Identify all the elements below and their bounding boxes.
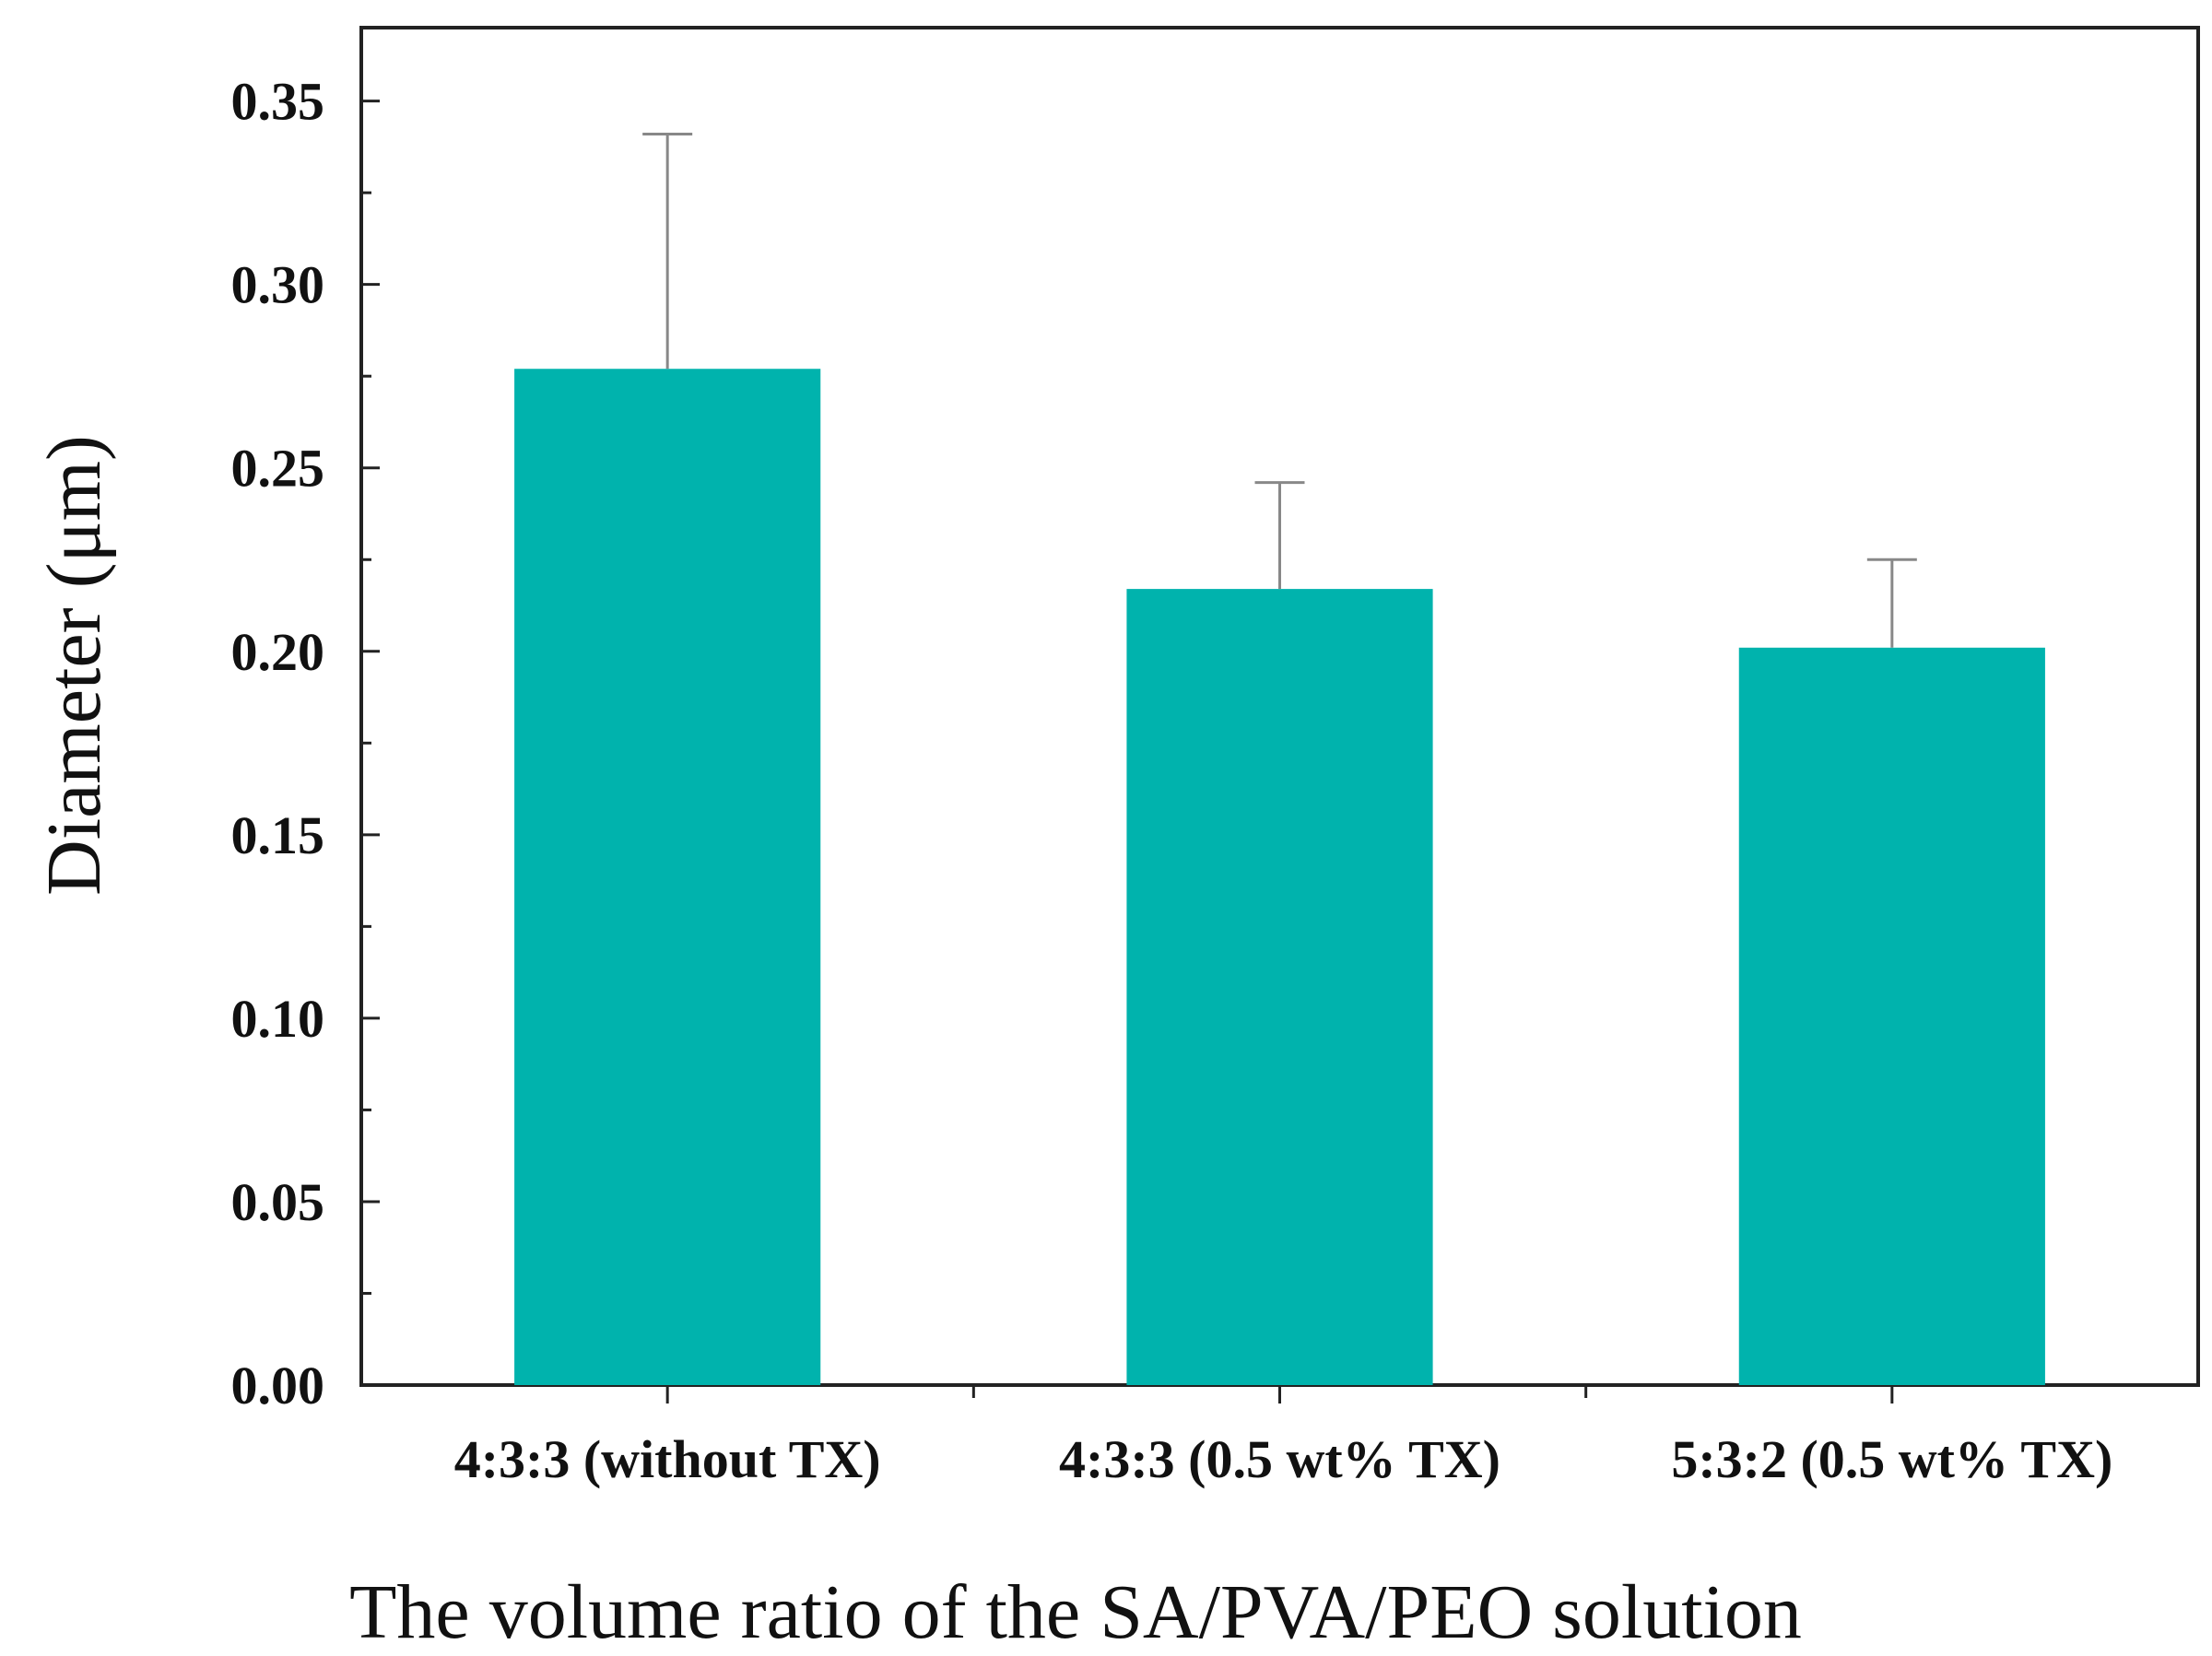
y-tick-label: 0.15 xyxy=(231,805,325,865)
y-axis-title: Diameter (μm) xyxy=(31,435,117,896)
x-category-label: 4:3:3 (without TX) xyxy=(454,1429,881,1489)
x-axis-ticks xyxy=(665,1385,1894,1403)
y-tick-label: 0.10 xyxy=(231,989,325,1049)
bar xyxy=(514,369,821,1386)
bar xyxy=(1126,589,1433,1385)
y-tick-label: 0.25 xyxy=(231,439,325,499)
y-tick-label: 0.30 xyxy=(231,255,325,315)
y-minor-ticks xyxy=(361,191,371,1295)
x-axis-title: The volume ratio of the SA/PVA/PEO solut… xyxy=(349,1569,1802,1655)
bar xyxy=(1738,647,2045,1385)
y-axis-ticks: 0.00 0.05 0.10 0.15 0.20 0.25 0.30 0.35 xyxy=(231,72,380,1415)
y-tick-label: 0.20 xyxy=(231,622,325,682)
x-category-label: 5:3:2 (0.5 wt% TX) xyxy=(1671,1429,2112,1489)
y-tick-label: 0.00 xyxy=(231,1356,325,1415)
y-tick-label: 0.35 xyxy=(231,72,325,132)
category-labels: 4:3:3 (without TX) 4:3:3 (0.5 wt% TX) 5:3:… xyxy=(454,1429,2113,1489)
x-category-label: 4:3:3 (0.5 wt% TX) xyxy=(1059,1429,1500,1489)
bars xyxy=(514,369,2045,1386)
error-bars xyxy=(642,132,1917,648)
y-tick-label: 0.05 xyxy=(231,1172,325,1232)
